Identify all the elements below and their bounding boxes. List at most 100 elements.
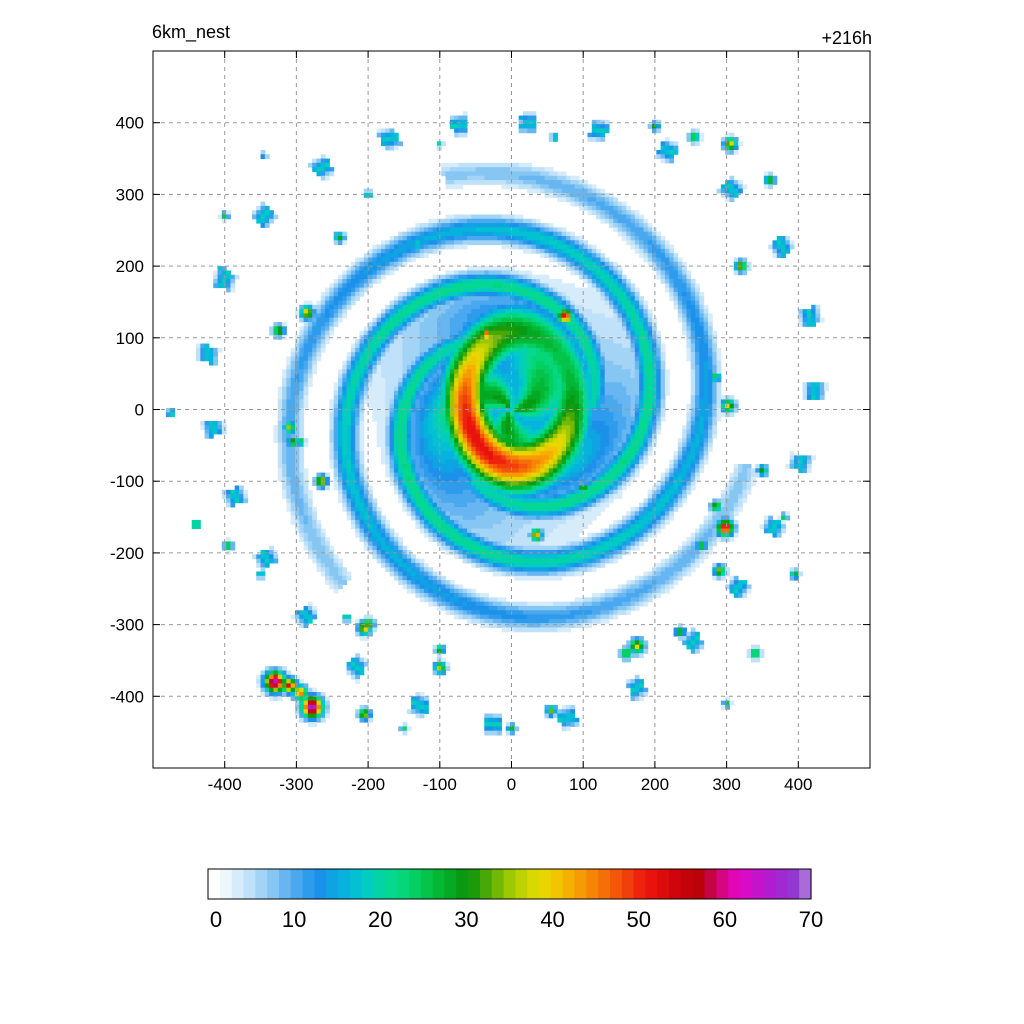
field-cell xyxy=(432,365,438,370)
field-cell xyxy=(643,399,649,405)
field-cell xyxy=(406,429,412,435)
field-cell xyxy=(458,279,464,284)
field-cell xyxy=(479,227,485,233)
field-cell xyxy=(277,420,283,426)
field-cell xyxy=(553,296,558,302)
field-cell xyxy=(794,455,799,461)
field-cell xyxy=(406,455,412,461)
field-cell xyxy=(548,188,554,194)
field-cell xyxy=(639,455,644,461)
field-cell xyxy=(342,231,348,237)
field-cell xyxy=(591,390,597,396)
field-cell xyxy=(432,223,438,228)
field-cell xyxy=(432,296,438,302)
field-cell xyxy=(578,360,584,366)
field-cell xyxy=(634,287,640,293)
field-cell xyxy=(695,296,700,302)
field-cell xyxy=(359,390,365,396)
field-cell xyxy=(488,360,494,366)
field-cell xyxy=(600,451,606,456)
field-cell xyxy=(634,356,640,362)
field-cell xyxy=(613,218,619,224)
field-cell xyxy=(570,257,576,263)
field-cell xyxy=(406,240,412,246)
field-cell xyxy=(389,347,395,353)
field-cell xyxy=(548,339,554,345)
field-cell xyxy=(535,227,541,233)
field-cell xyxy=(626,369,632,375)
field-cell xyxy=(359,360,365,366)
field-cell xyxy=(497,429,502,435)
field-cell xyxy=(617,433,623,439)
field-cell xyxy=(428,231,434,237)
field-cell xyxy=(557,451,563,456)
field-cell xyxy=(389,373,395,379)
field-cell xyxy=(441,446,447,452)
field-cell xyxy=(544,317,550,323)
field-cell xyxy=(372,317,378,323)
field-cell xyxy=(531,119,537,125)
field-cell xyxy=(716,386,722,392)
field-cell xyxy=(479,296,485,302)
field-cell xyxy=(535,322,541,327)
field-cell xyxy=(522,119,528,125)
field-cell xyxy=(337,412,343,418)
field-cell xyxy=(630,416,636,422)
field-cell xyxy=(535,420,541,426)
field-cell xyxy=(596,270,601,276)
field-cell xyxy=(415,373,421,379)
field-cell xyxy=(415,412,421,418)
field-cell xyxy=(432,287,438,293)
field-cell xyxy=(376,399,382,405)
field-cell xyxy=(411,455,416,461)
field-cell xyxy=(544,283,550,289)
field-cell xyxy=(355,420,360,426)
field-cell xyxy=(454,399,459,405)
field-cell xyxy=(626,240,632,246)
field-cell xyxy=(531,425,537,431)
field-cell xyxy=(600,446,606,452)
field-cell xyxy=(342,287,348,293)
field-cell xyxy=(471,326,477,332)
field-cell xyxy=(286,446,292,452)
field-cell xyxy=(557,416,563,422)
field-cell xyxy=(294,433,300,439)
field-cell xyxy=(789,455,795,461)
field-cell xyxy=(479,218,485,224)
field-cell xyxy=(634,408,640,413)
field-cell xyxy=(419,399,425,405)
field-cell xyxy=(565,253,571,258)
field-cell xyxy=(621,343,627,349)
field-cell xyxy=(479,347,485,353)
field-cell xyxy=(639,218,644,224)
field-cell xyxy=(518,343,524,349)
field-cell xyxy=(402,442,408,448)
field-cell xyxy=(518,386,524,392)
field-cell xyxy=(613,296,619,302)
field-cell xyxy=(656,149,662,155)
field-cell xyxy=(703,412,709,418)
field-cell xyxy=(424,300,429,306)
field-cell xyxy=(707,317,713,323)
field-cell xyxy=(626,412,632,418)
field-cell xyxy=(540,382,545,388)
field-cell xyxy=(699,377,705,383)
field-cell xyxy=(445,403,451,409)
field-cell xyxy=(445,171,451,177)
field-cell xyxy=(320,154,326,160)
field-cell xyxy=(510,287,515,293)
field-cell xyxy=(333,382,339,388)
field-cell xyxy=(376,330,382,336)
field-cell xyxy=(626,205,632,211)
field-cell xyxy=(553,377,558,383)
field-cell xyxy=(449,369,455,375)
field-cell xyxy=(467,167,472,172)
field-cell xyxy=(471,455,477,461)
field-cell xyxy=(596,253,601,258)
field-cell xyxy=(690,420,696,426)
field-cell xyxy=(669,257,675,263)
field-cell xyxy=(815,313,821,319)
field-cell xyxy=(398,455,404,461)
field-cell xyxy=(609,343,614,349)
field-cell xyxy=(806,309,812,314)
